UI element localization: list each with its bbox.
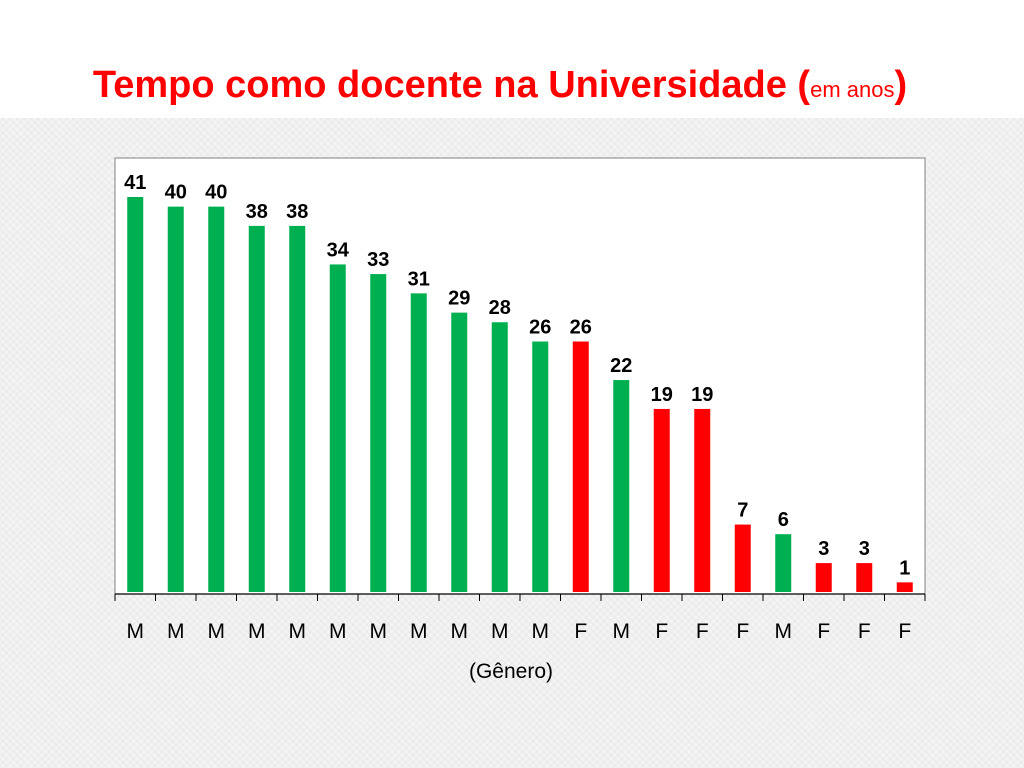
bar <box>208 206 225 592</box>
bar <box>532 341 549 592</box>
x-tick-label: M <box>775 620 793 643</box>
x-tick-label: M <box>370 620 388 643</box>
data-label: 19 <box>651 384 673 406</box>
x-tick-label: F <box>574 620 587 643</box>
x-tick-label: M <box>613 620 631 643</box>
bar <box>248 225 265 592</box>
title-unit: em anos <box>810 77 895 102</box>
title-close: ) <box>894 64 908 106</box>
x-tick-label: M <box>532 620 550 643</box>
x-axis-label: (Gênero) <box>469 660 553 683</box>
x-tick-label: M <box>451 620 469 643</box>
data-label: 38 <box>286 201 308 223</box>
bar <box>653 408 670 592</box>
bar <box>127 197 144 592</box>
x-tick-label: F <box>817 620 830 643</box>
x-tick-label: M <box>208 620 226 643</box>
bar <box>329 264 346 592</box>
bar <box>775 534 792 592</box>
data-label: 38 <box>246 201 268 223</box>
x-tick-label: F <box>898 620 911 643</box>
bar <box>896 582 913 592</box>
data-label: 34 <box>327 239 350 261</box>
x-tick-label: F <box>696 620 709 643</box>
x-tick-label: F <box>655 620 668 643</box>
page-title: Tempo como docente na Universidade (em a… <box>0 60 1000 115</box>
data-label: 3 <box>859 538 870 560</box>
bar <box>856 563 873 592</box>
data-label: 29 <box>448 288 470 310</box>
bar <box>734 524 751 592</box>
x-tick-label: M <box>167 620 185 643</box>
bars-group <box>127 197 913 592</box>
bar <box>167 206 184 592</box>
bar <box>613 380 630 592</box>
x-ticks-group <box>114 594 926 601</box>
x-tick-label: M <box>127 620 145 643</box>
bar <box>694 408 711 592</box>
bar <box>410 293 427 592</box>
data-label: 22 <box>610 355 632 377</box>
bar <box>289 225 306 592</box>
x-tick-label: M <box>329 620 347 643</box>
x-tick-label: M <box>491 620 509 643</box>
x-tick-label: M <box>248 620 266 643</box>
data-label: 31 <box>408 268 430 290</box>
data-label: 40 <box>165 182 187 204</box>
data-label: 6 <box>778 509 789 531</box>
data-label: 1 <box>899 557 910 579</box>
x-tick-label: F <box>736 620 749 643</box>
x-tick-label: F <box>858 620 871 643</box>
bar <box>370 274 387 592</box>
x-tick-label: M <box>410 620 428 643</box>
plot-area <box>114 157 926 595</box>
data-label: 41 <box>124 172 146 194</box>
title-main: Tempo como docente na Universidade ( <box>92 64 811 106</box>
bar <box>572 341 589 592</box>
x-tick-label: M <box>289 620 307 643</box>
data-label: 26 <box>529 317 551 339</box>
data-label: 33 <box>367 249 389 271</box>
data-label: 40 <box>205 182 227 204</box>
data-label: 3 <box>818 538 829 560</box>
data-label: 19 <box>691 384 713 406</box>
bar <box>491 322 508 592</box>
data-label: 28 <box>489 297 511 319</box>
data-label: 7 <box>737 500 748 522</box>
bar <box>815 563 832 592</box>
data-label: 26 <box>570 317 592 339</box>
bar <box>451 312 468 592</box>
